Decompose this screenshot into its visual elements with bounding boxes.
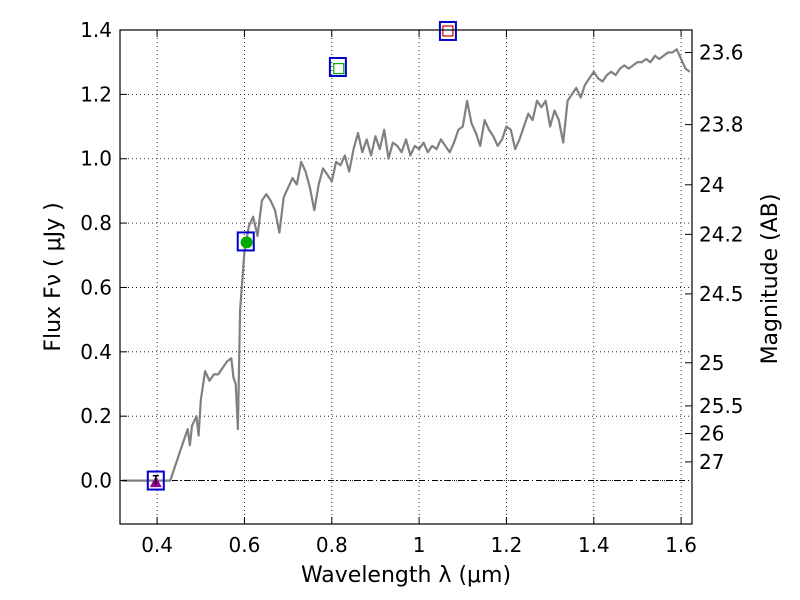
model-square-marker bbox=[442, 25, 454, 37]
y-tick-label: 0.2 bbox=[80, 404, 112, 428]
plot-content bbox=[120, 20, 692, 491]
y2-tick-label: 24.5 bbox=[699, 282, 744, 306]
y2-tick-label: 24.2 bbox=[699, 222, 744, 246]
y-tick-label: 0.0 bbox=[80, 469, 112, 493]
x-axis-label: Wavelength λ (μm) bbox=[301, 563, 511, 588]
x-tick-label: 0.6 bbox=[229, 533, 261, 557]
y-tick-label: 1.4 bbox=[80, 18, 112, 42]
y-axis-label: Flux Fν ( μJy ) bbox=[41, 202, 66, 351]
y2-axis-label: Magnitude (AB) bbox=[758, 194, 783, 365]
y-tick-label: 0.6 bbox=[80, 275, 112, 299]
model-square-marker bbox=[333, 63, 345, 75]
spectrum-line bbox=[122, 48, 691, 482]
x-tick-label: 1 bbox=[413, 533, 426, 557]
photometry-square-marker bbox=[146, 470, 165, 491]
y2-tick-label: 23.8 bbox=[699, 113, 744, 137]
y-tick-label: 0.8 bbox=[80, 211, 112, 235]
y-tick-label: 1.2 bbox=[80, 82, 112, 106]
y2-tick-label: 27 bbox=[699, 450, 724, 474]
y-tick-label: 0.4 bbox=[80, 340, 112, 364]
y2-tick-label: 24 bbox=[699, 173, 724, 197]
photometry-square-marker bbox=[328, 57, 347, 78]
y2-tick-label: 23.6 bbox=[699, 41, 744, 65]
photometry-square-marker bbox=[438, 20, 457, 41]
y2-tick-label: 25 bbox=[699, 351, 724, 375]
x-tick-label: 1.2 bbox=[491, 533, 523, 557]
y2-tick-label: 26 bbox=[699, 422, 724, 446]
tick-labels: 0.4 0.6 0.8 1 1.2 1.4 1.6 0.0 0.2 0.4 0.6 0.8 1.0 1.2… bbox=[80, 18, 743, 557]
x-tick-label: 0.4 bbox=[141, 533, 173, 557]
tick-marks bbox=[120, 29, 692, 524]
y2-tick-label: 25.5 bbox=[699, 394, 744, 418]
y-tick-label: 1.0 bbox=[80, 147, 112, 171]
x-tick-label: 1.6 bbox=[665, 533, 697, 557]
x-tick-label: 0.8 bbox=[316, 533, 348, 557]
photometry-square-marker bbox=[236, 231, 255, 252]
x-tick-label: 1.4 bbox=[578, 533, 610, 557]
plot-frame bbox=[119, 29, 693, 525]
model-circle-marker bbox=[240, 236, 253, 249]
